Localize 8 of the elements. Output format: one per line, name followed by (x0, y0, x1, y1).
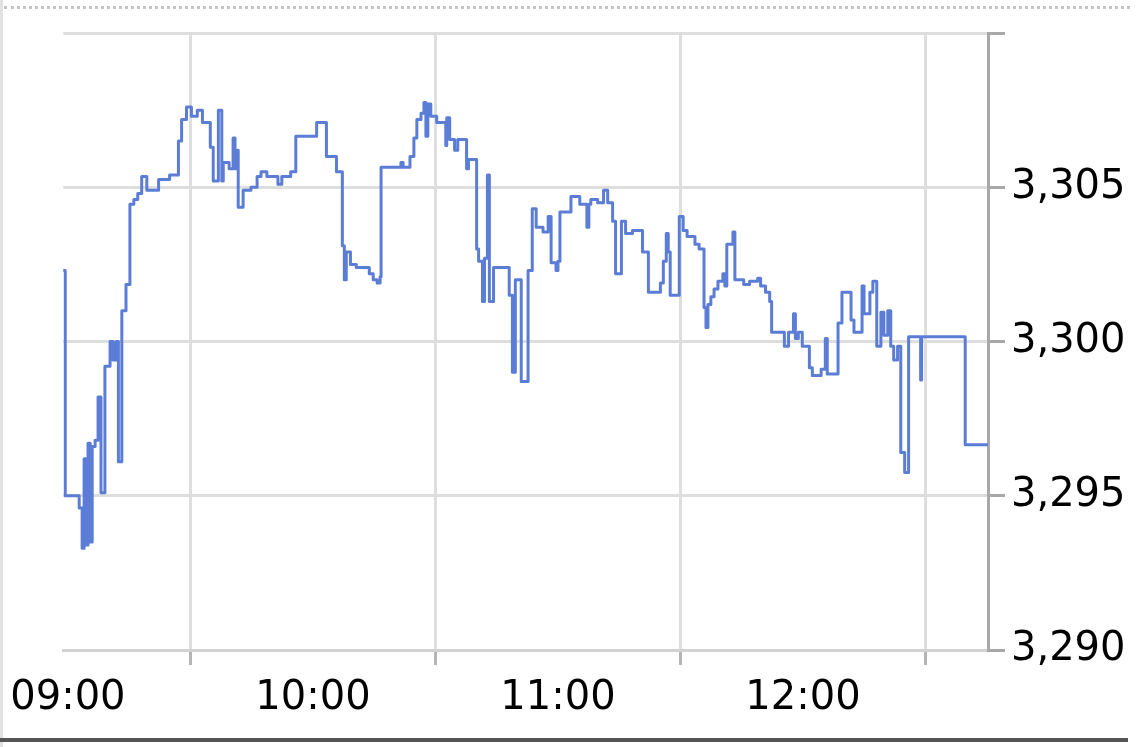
x-tick-label: 10:00 (255, 672, 371, 719)
x-tick-label: 09:00 (10, 672, 126, 719)
y-tick-label: 3,300 (1011, 314, 1126, 361)
x-tick-label: 12:00 (745, 672, 861, 719)
x-tick-label: 11:00 (500, 672, 616, 719)
y-tick-label: 3,305 (1011, 160, 1126, 207)
y-tick-label: 3,290 (1011, 623, 1126, 670)
y-tick-label: 3,295 (1011, 469, 1126, 516)
